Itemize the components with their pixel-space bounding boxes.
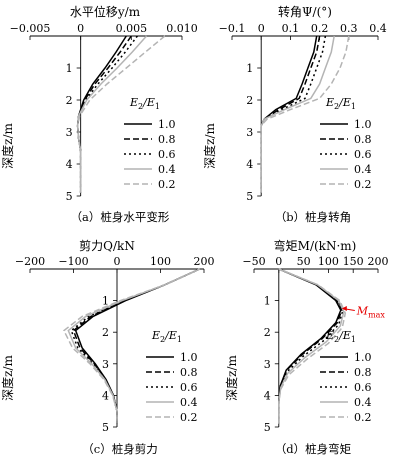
legend-label-0.8: 0.8 <box>354 366 372 379</box>
series-line-0.2 <box>260 35 350 193</box>
legend-label-0.8: 0.8 <box>158 133 176 146</box>
series-line-1.0 <box>260 35 318 193</box>
x-tick-label: 0.005 <box>116 22 148 35</box>
y-tick-label: 3 <box>102 358 109 371</box>
legend-label-0.4: 0.4 <box>354 163 372 176</box>
legend-label-0.6: 0.6 <box>354 148 372 161</box>
x-tick-label: 0.1 <box>282 22 300 35</box>
x-tick-label: 0.4 <box>369 22 387 35</box>
panel-caption: （c）桩身剪力 <box>82 442 157 456</box>
legend-label-1.0: 1.0 <box>354 351 372 364</box>
annotation-label: Mmax <box>356 305 386 320</box>
legend-label-0.2: 0.2 <box>180 411 198 424</box>
y-tick-label: 1 <box>246 62 253 75</box>
y-tick-label: 5 <box>66 190 73 203</box>
y-axis-title: 深度z/m <box>0 123 15 169</box>
legend-label-0.4: 0.4 <box>354 396 372 409</box>
series-line-1.0 <box>76 35 127 193</box>
panel-caption: （b）桩身转角 <box>275 210 351 224</box>
legend-label-1.0: 1.0 <box>180 351 198 364</box>
x-tick-label: 0 <box>258 22 265 35</box>
panel-3: −200 −100 0 100 200 1 2 3 4 5 剪力Q/kN 深度z/m E2/E1 1.0 0… <box>0 238 215 456</box>
legend-label-1.0: 1.0 <box>354 118 372 131</box>
legend-label-0.2: 0.2 <box>354 411 372 424</box>
y-tick-label: 2 <box>264 326 271 339</box>
x-tick-label: −0.1 <box>219 22 246 35</box>
panel-4: −50 0 50 100 150 20012345弯矩M/(kN·m)深度z/mMmaxE… <box>224 238 389 456</box>
x-tick-label: −200 <box>15 255 45 268</box>
x-tick-label: −50 <box>242 255 265 268</box>
panel-caption: （a）桩身水平变形 <box>71 210 170 224</box>
x-tick-label: −100 <box>58 255 88 268</box>
x-tick-label: 50 <box>297 255 311 268</box>
legend-title: E2/E1 <box>325 329 356 344</box>
y-axis-title: 深度z/m <box>224 355 239 401</box>
x-axis-title: 剪力Q/kN <box>79 238 135 253</box>
series-line-0.2 <box>278 268 347 424</box>
legend-label-0.8: 0.8 <box>354 133 372 146</box>
y-tick-label: 1 <box>66 62 73 75</box>
x-tick-label: 0 <box>77 22 84 35</box>
x-tick-label: 0 <box>275 255 282 268</box>
y-axis-title: 深度z/m <box>0 355 15 401</box>
legend: E2/E1 1.0 0.8 0.6 0.4 0.2 <box>124 96 176 191</box>
x-axis-title: 弯矩M/(kN·m) <box>274 238 357 253</box>
y-tick-label: 4 <box>102 389 109 402</box>
legend-label-0.6: 0.6 <box>180 381 198 394</box>
panel-2: −0.1 0 0.1 0.2 0.3 0.4 1 2 3 4 5 转角Ψ/(°) 深度z/m E2/E1 1… <box>202 4 387 224</box>
x-axis-title: 水平位移y/m <box>70 4 141 19</box>
x-tick-label: 100 <box>318 255 339 268</box>
y-tick-label: 4 <box>66 158 73 171</box>
legend-label-0.4: 0.4 <box>158 163 176 176</box>
legend-title: E2/E1 <box>129 96 160 111</box>
x-tick-label: 100 <box>150 255 171 268</box>
legend-label-0.6: 0.6 <box>158 148 176 161</box>
y-tick-label: 3 <box>66 126 73 139</box>
legend: E2/E1 1.0 0.8 0.6 0.4 0.2 <box>320 96 372 191</box>
y-tick-label: 2 <box>66 94 73 107</box>
y-tick-label: 3 <box>246 126 253 139</box>
x-axis-title: 转角Ψ/(°) <box>278 4 332 19</box>
legend-label-0.2: 0.2 <box>354 178 372 191</box>
legend-title: E2/E1 <box>151 329 182 344</box>
legend-label-0.2: 0.2 <box>158 178 176 191</box>
legend-label-0.4: 0.4 <box>180 396 198 409</box>
y-tick-label: 5 <box>264 421 271 434</box>
y-tick-label: 2 <box>246 94 253 107</box>
x-tick-label: 0.3 <box>340 22 358 35</box>
legend: E2/E1 1.0 0.8 0.6 0.4 0.2 <box>146 329 198 424</box>
series-line-0.2 <box>62 268 201 424</box>
series-line-0.8 <box>76 35 132 193</box>
y-tick-label: 5 <box>246 190 253 203</box>
legend: E2/E1 1.0 0.8 0.6 0.4 0.2 <box>320 329 372 424</box>
legend-label-1.0: 1.0 <box>158 118 176 131</box>
x-tick-label: 200 <box>368 255 389 268</box>
x-tick-label: 150 <box>343 255 364 268</box>
series-line-0.2 <box>76 35 166 193</box>
x-tick-label: 0.010 <box>166 22 198 35</box>
series-line-1.0 <box>278 268 342 424</box>
y-axis-title: 深度z/m <box>202 123 217 169</box>
y-tick-label: 1 <box>102 295 109 308</box>
x-tick-label: 0.2 <box>311 22 329 35</box>
annotation-arrowhead <box>341 306 347 311</box>
y-tick-label: 1 <box>264 295 271 308</box>
y-tick-label: 3 <box>264 358 271 371</box>
x-tick-label: 200 <box>194 255 215 268</box>
panel-1: −0.005 0 0.005 0.010 1 2 3 4 5 水平位移y/m 深度z/m E2/E1 1… <box>0 4 198 224</box>
x-tick-label: −0.005 <box>10 22 51 35</box>
legend-title: E2/E1 <box>325 96 356 111</box>
panel-caption: （d）桩身弯矩 <box>275 442 351 456</box>
legend-label-0.6: 0.6 <box>354 381 372 394</box>
y-tick-label: 4 <box>246 158 253 171</box>
legend-label-0.8: 0.8 <box>180 366 198 379</box>
y-tick-label: 4 <box>264 389 271 402</box>
y-tick-label: 2 <box>102 326 109 339</box>
x-tick-label: 0 <box>114 255 121 268</box>
y-tick-label: 5 <box>102 421 109 434</box>
